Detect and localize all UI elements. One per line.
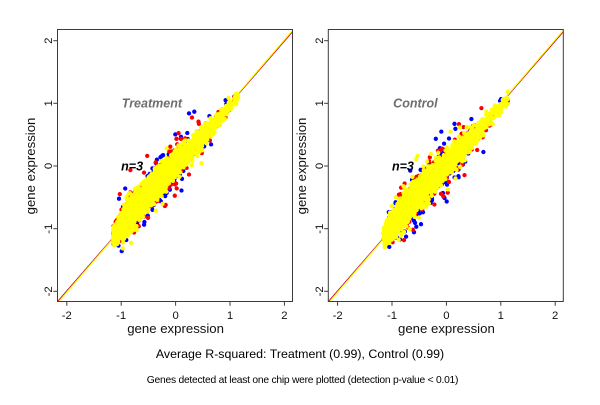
svg-text:0: 0 [443,310,449,322]
svg-text:2: 2 [281,310,287,322]
svg-text:-2: -2 [43,286,55,296]
svg-text:gene expression: gene expression [398,321,495,336]
svg-text:2: 2 [43,38,55,44]
svg-text:-2: -2 [62,310,72,322]
svg-text:Control: Control [393,97,438,111]
svg-text:2: 2 [314,38,326,44]
svg-text:n=3: n=3 [392,160,414,174]
svg-text:gene expression: gene expression [127,321,224,336]
svg-text:Genes detected at least one ch: Genes detected at least one chip were pl… [147,375,458,386]
svg-text:-1: -1 [116,310,126,322]
svg-text:1: 1 [498,310,504,322]
svg-text:1: 1 [314,100,326,106]
svg-text:1: 1 [43,100,55,106]
svg-text:n=3: n=3 [121,160,143,174]
svg-text:Average R-squared: Treatment (: Average R-squared: Treatment (0.99), Con… [156,347,444,361]
svg-text:0: 0 [314,163,326,169]
svg-text:gene expression: gene expression [294,118,309,215]
svg-text:-2: -2 [314,286,326,296]
svg-text:-1: -1 [387,310,397,322]
svg-text:1: 1 [227,310,233,322]
svg-text:0: 0 [43,163,55,169]
svg-text:-1: -1 [43,224,55,234]
svg-text:2: 2 [552,310,558,322]
svg-text:-1: -1 [314,224,326,234]
svg-text:Treatment: Treatment [122,97,183,111]
svg-text:0: 0 [172,310,178,322]
svg-text:-2: -2 [333,310,343,322]
svg-text:gene expression: gene expression [23,118,38,215]
